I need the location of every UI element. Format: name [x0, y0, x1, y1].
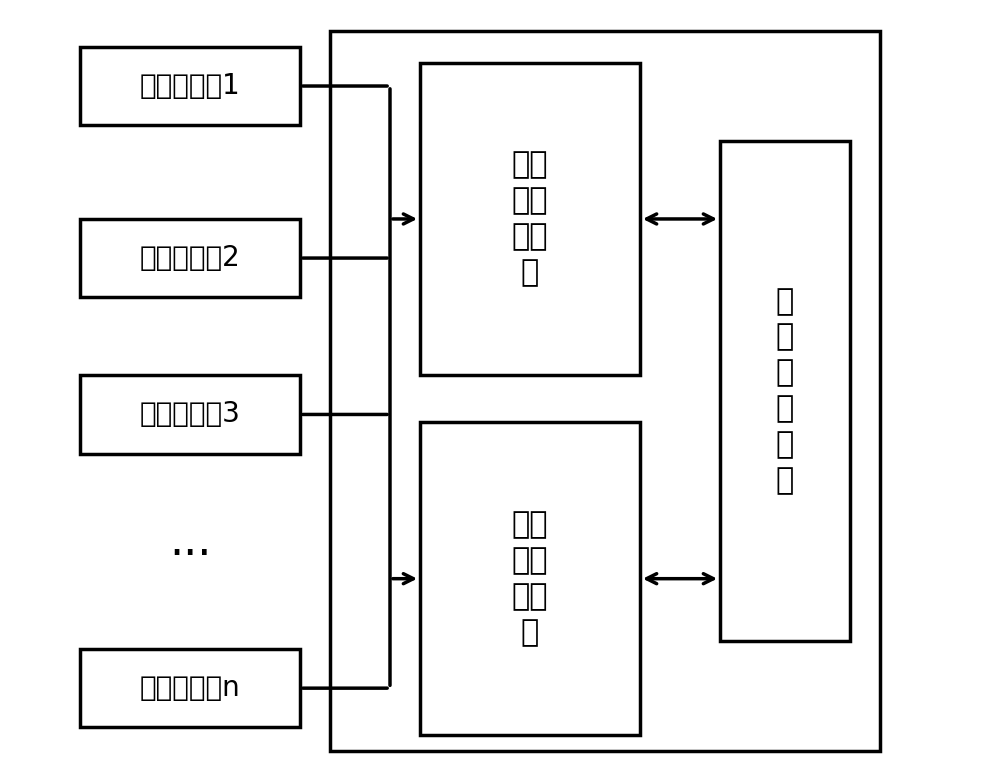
Text: 声感知节点1: 声感知节点1: [140, 72, 240, 100]
FancyBboxPatch shape: [80, 47, 300, 125]
FancyBboxPatch shape: [420, 422, 640, 735]
Text: 数
据
管
理
单
元: 数 据 管 理 单 元: [776, 287, 794, 495]
Text: 声感知节点2: 声感知节点2: [140, 244, 240, 272]
Text: 声目
标定
位单
元: 声目 标定 位单 元: [512, 151, 548, 287]
FancyBboxPatch shape: [80, 375, 300, 454]
FancyBboxPatch shape: [420, 63, 640, 375]
Text: ···: ···: [169, 534, 211, 576]
FancyBboxPatch shape: [720, 141, 850, 641]
Text: 声目
标识
别单
元: 声目 标识 别单 元: [512, 511, 548, 647]
Text: 声感知节点3: 声感知节点3: [140, 400, 240, 429]
FancyBboxPatch shape: [80, 219, 300, 297]
Text: 声感知节点n: 声感知节点n: [140, 674, 240, 702]
FancyBboxPatch shape: [80, 649, 300, 727]
FancyBboxPatch shape: [330, 31, 880, 751]
